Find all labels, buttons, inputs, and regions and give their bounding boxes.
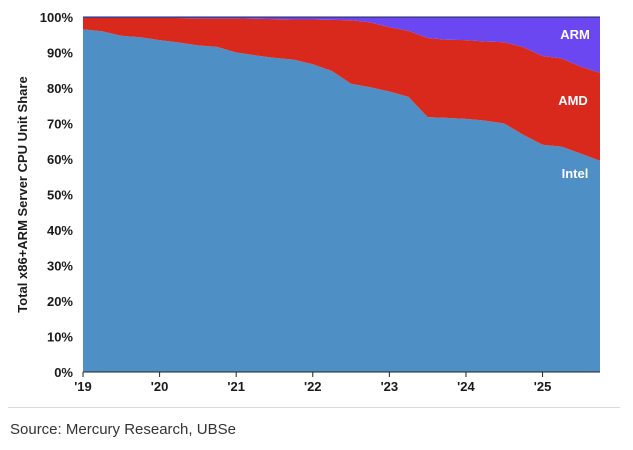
x-tick-label: '25 (534, 379, 552, 394)
y-tick-label: 40% (47, 223, 73, 238)
x-tick-label: '22 (304, 379, 322, 394)
y-tick-label: 80% (47, 81, 73, 96)
x-tick-label: '19 (74, 379, 92, 394)
y-tick-label: 70% (47, 117, 73, 132)
series-label-amd: AMD (558, 93, 588, 108)
x-tick-label: '20 (151, 379, 169, 394)
area-arm (83, 17, 600, 73)
x-tick-label: '21 (227, 379, 245, 394)
source-note: Source: Mercury Research, UBSe (10, 421, 236, 438)
y-tick-label: 10% (47, 330, 73, 345)
x-tick-label: '23 (381, 379, 399, 394)
series-label-arm: ARM (560, 27, 590, 42)
area-layers (83, 16, 600, 373)
y-tick-label: 50% (47, 188, 73, 203)
y-tick-label: 100% (40, 10, 74, 25)
y-axis-ticks: 0% 10% 20% 30% 40% 50% 60% 70% 80% 90% 100% (40, 10, 74, 380)
series-labels: ARM AMD Intel (558, 27, 590, 181)
footer-divider (8, 407, 620, 408)
stacked-area-chart: 0% 10% 20% 30% 40% 50% 60% 70% 80% 90% 100% '19 '20… (15, 10, 600, 394)
y-tick-label: 30% (47, 259, 73, 274)
x-axis-ticks: '19 '20 '21 '22 '23 '24 '25 (74, 372, 551, 394)
y-tick-label: 90% (47, 46, 73, 61)
y-tick-label: 20% (47, 294, 73, 309)
y-tick-label: 0% (54, 365, 73, 380)
area-amd (83, 18, 600, 161)
y-axis-title: Total x86+ARM Server CPU Unit Share (15, 76, 30, 312)
series-label-intel: Intel (562, 166, 589, 181)
y-tick-label: 60% (47, 152, 73, 167)
x-tick-label: '24 (457, 379, 475, 394)
area-intel (83, 29, 600, 373)
